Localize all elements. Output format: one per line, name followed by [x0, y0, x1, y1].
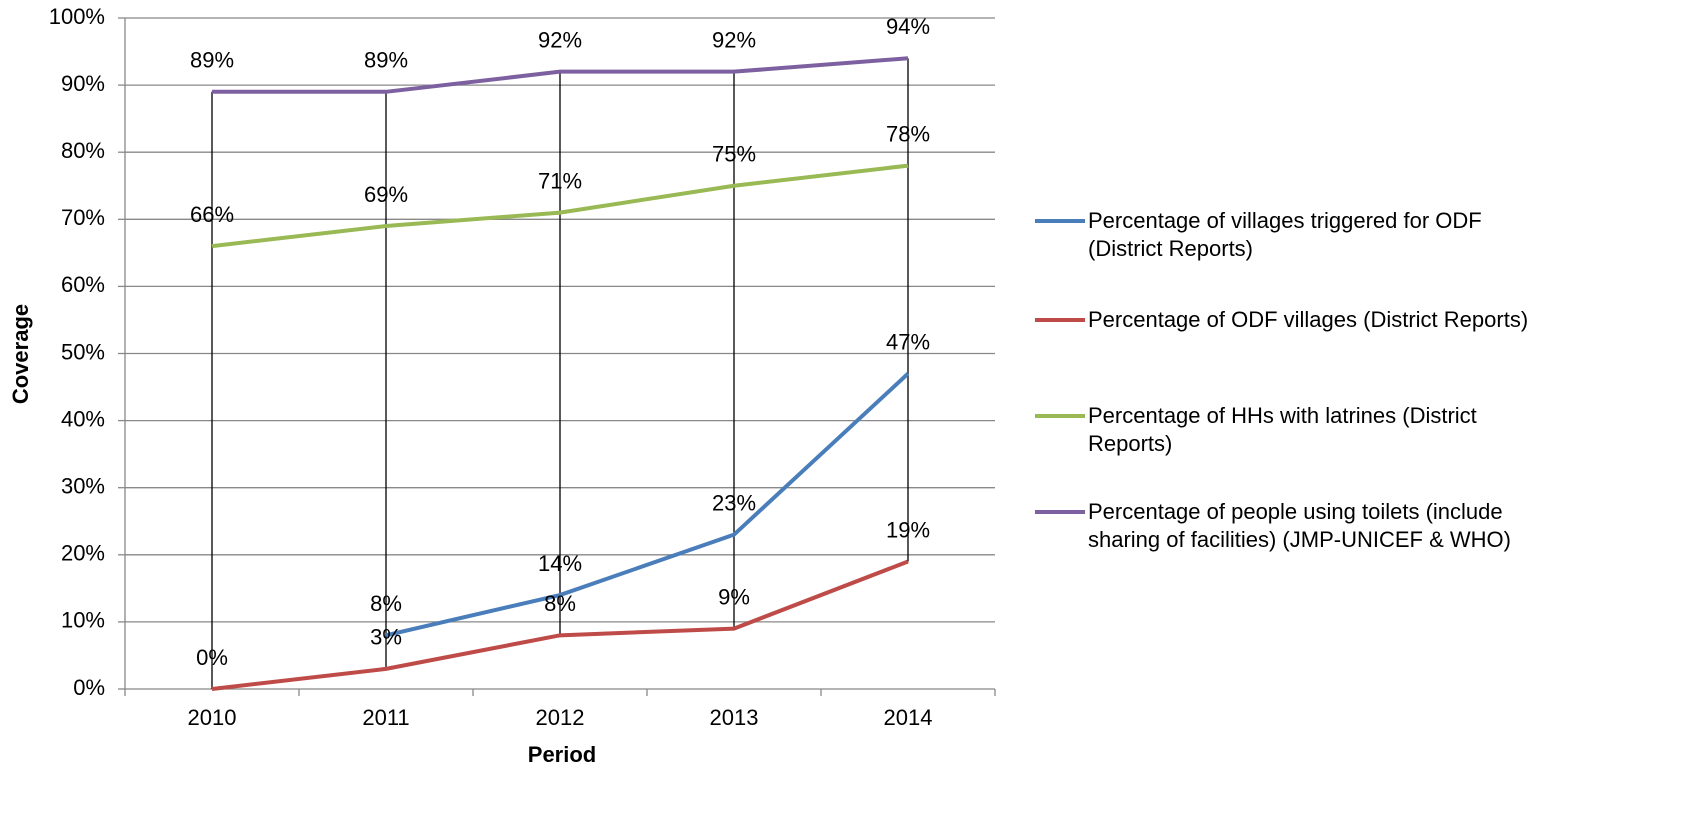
data-label: 3% [370, 625, 402, 650]
y-tick-label: 70% [61, 205, 105, 230]
data-label: 8% [544, 591, 576, 616]
legend-swatch [1035, 219, 1085, 223]
data-label: 94% [886, 14, 930, 39]
legend-label: Percentage of people using toilets (incl… [1088, 499, 1511, 552]
data-label: 69% [364, 182, 408, 207]
y-tick-label: 40% [61, 406, 105, 431]
data-label: 19% [886, 517, 930, 542]
data-label: 14% [538, 551, 582, 576]
series-line [211, 559, 909, 691]
y-axis-title: Coverage [8, 304, 33, 404]
data-label: 92% [538, 27, 582, 52]
x-tick-label: 2014 [884, 705, 933, 730]
x-tick-label: 2010 [188, 705, 237, 730]
x-tick-label: 2011 [362, 705, 409, 730]
legend-label: Percentage of HHs with latrines (Distric… [1088, 403, 1477, 456]
y-tick-label: 90% [61, 71, 105, 96]
y-tick-label: 60% [61, 272, 105, 297]
y-tick-label: 100% [49, 4, 105, 29]
series-line [212, 56, 909, 94]
y-tick-label: 10% [61, 608, 105, 633]
legend-label: Percentage of villages triggered for ODF… [1088, 208, 1482, 261]
y-tick-label: 80% [61, 138, 105, 163]
data-label: 89% [364, 48, 408, 73]
data-label: 47% [886, 329, 930, 354]
data-label: 66% [190, 202, 234, 227]
x-tick-label: 2013 [710, 705, 759, 730]
y-tick-label: 30% [61, 474, 105, 499]
y-tick-label: 20% [61, 541, 105, 566]
data-label: 23% [712, 490, 756, 515]
data-label: 75% [712, 142, 756, 167]
series-line [385, 372, 910, 638]
x-tick-label: 2012 [536, 705, 585, 730]
data-label: 9% [718, 584, 750, 609]
y-tick-label: 0% [73, 675, 105, 700]
data-label: 78% [886, 121, 930, 146]
legend-label: Percentage of ODF villages (District Rep… [1088, 307, 1529, 332]
legend-swatch [1035, 414, 1085, 418]
data-label: 92% [712, 27, 756, 52]
data-label: 8% [370, 591, 402, 616]
legend-swatch [1035, 510, 1085, 514]
y-tick-label: 50% [61, 339, 105, 364]
data-label: 89% [190, 48, 234, 73]
data-label: 71% [538, 168, 582, 193]
x-axis-title: Period [528, 742, 596, 767]
series-line [211, 163, 909, 249]
legend-swatch [1035, 318, 1085, 322]
data-label: 0% [196, 645, 228, 670]
